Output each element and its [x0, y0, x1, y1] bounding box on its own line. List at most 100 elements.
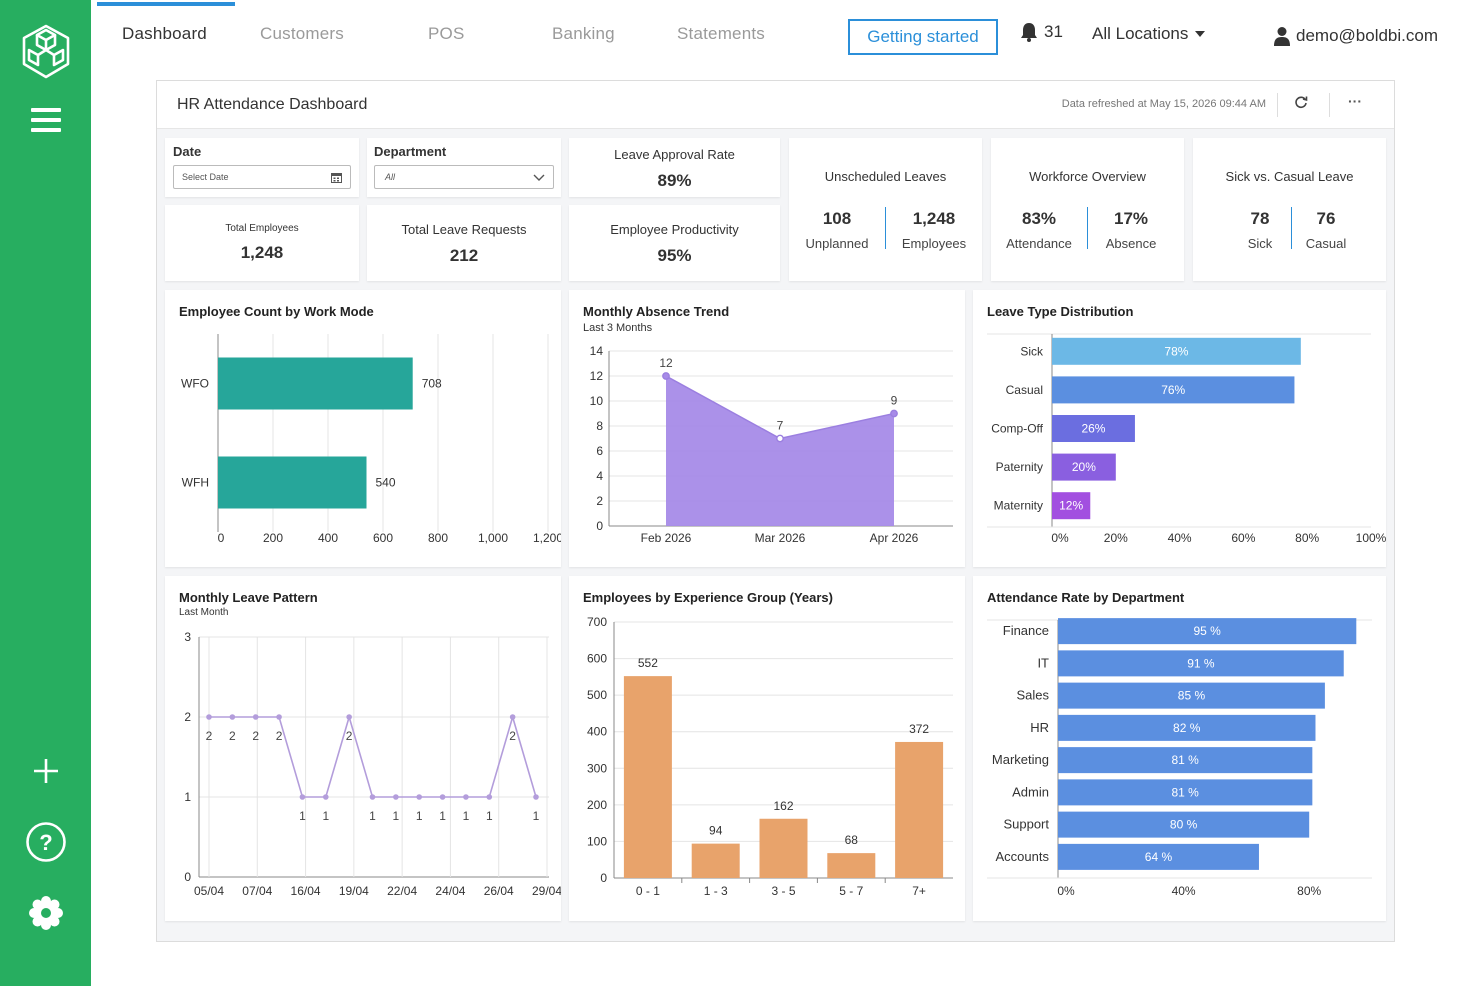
chart-experience-group: Employees by Experience Group (Years) 0 1… — [569, 576, 965, 921]
bar — [1052, 453, 1116, 481]
tab-statements[interactable]: Statements — [677, 24, 765, 43]
y-tick-label: 0 — [600, 871, 607, 885]
y-tick-label: 2 — [184, 710, 191, 724]
x-tick-label: 20% — [1104, 531, 1128, 545]
kpi-right-label: Casual — [1305, 236, 1347, 251]
bar — [1058, 811, 1310, 838]
bar — [895, 741, 944, 878]
department-select[interactable]: All — [374, 165, 554, 189]
category-label: Sick — [1020, 344, 1044, 358]
kpi-leave-approval: Leave Approval Rate 89% — [569, 138, 780, 197]
data-point — [533, 794, 539, 800]
kpi-total-leave-requests: Total Leave Requests 212 — [367, 205, 561, 281]
data-label: 1 — [463, 809, 470, 823]
y-tick-label: 8 — [596, 419, 603, 433]
work-mode-plot: 0 200 400 600 800 1,000 1,200 WFO 708 WFH 540 — [181, 334, 561, 545]
bar — [691, 843, 740, 878]
data-label: 2 — [229, 729, 236, 743]
data-point — [322, 794, 329, 800]
location-select[interactable]: All Locations — [1092, 24, 1206, 44]
y-tick-label: 4 — [596, 469, 603, 483]
x-tick-label: 26/04 — [484, 884, 514, 898]
category-label: Maternity — [994, 499, 1043, 513]
app-logo-icon[interactable] — [0, 22, 91, 82]
chart-leave-type: Leave Type Distribution 0% 20% 40% 60% 80% 10… — [973, 290, 1386, 567]
tab-banking[interactable]: Banking — [552, 24, 615, 43]
y-tick-label: 3 — [184, 630, 191, 644]
category-label: Admin — [1012, 784, 1049, 799]
department-select-value: All — [385, 172, 396, 182]
y-tick-label: 500 — [587, 688, 607, 702]
category-label: 7+ — [912, 884, 926, 898]
x-tick-label: 0% — [1051, 531, 1069, 545]
bar — [1052, 376, 1295, 404]
y-tick-label: 0 — [184, 870, 191, 884]
y-tick-label: 400 — [587, 725, 607, 739]
caret-down-icon — [1195, 31, 1206, 37]
category-label: Paternity — [996, 460, 1043, 474]
settings-gear-icon[interactable] — [0, 893, 91, 933]
bar — [827, 853, 876, 878]
notifications[interactable]: 31 — [1020, 22, 1063, 42]
y-tick-label: 1 — [184, 790, 191, 804]
help-icon[interactable]: ? — [0, 820, 91, 864]
data-point — [416, 794, 423, 800]
y-tick-label: 600 — [587, 652, 607, 666]
add-icon[interactable] — [0, 756, 91, 786]
date-input[interactable]: Select Date — [173, 165, 351, 189]
refresh-timestamp: Data refreshed at May 15, 2026 09:44 AM — [1061, 98, 1266, 110]
tab-customers[interactable]: Customers — [260, 24, 344, 43]
kpi-right-value: 76 — [1316, 209, 1336, 228]
category-label: Support — [1003, 817, 1049, 832]
x-tick-label: 1,000 — [478, 531, 508, 545]
refresh-icon[interactable] — [1294, 95, 1308, 112]
data-label: 162 — [773, 799, 793, 813]
kpi-left-label: Sick — [1247, 236, 1273, 251]
kpi-left-label: Attendance — [1006, 236, 1072, 251]
header-divider — [1329, 93, 1330, 117]
tab-pos[interactable]: POS — [428, 24, 465, 43]
data-label: 9 — [891, 394, 898, 408]
chart-subtitle: Last 3 Months — [583, 322, 653, 334]
kpi-right-label: Employees — [901, 236, 967, 251]
data-label: 81 % — [1171, 785, 1199, 799]
data-label: 552 — [638, 656, 658, 670]
data-label: 1 — [486, 809, 493, 823]
bar — [1058, 714, 1316, 741]
user-menu[interactable]: demo@boldbi.com — [1274, 26, 1438, 46]
kpi-divider — [1291, 207, 1292, 249]
x-tick-label: 200 — [263, 531, 283, 545]
data-label: 7 — [777, 419, 784, 433]
data-label: 1 — [299, 809, 306, 823]
chart-title: Monthly Leave Pattern — [179, 590, 318, 605]
x-tick-label: 80% — [1297, 884, 1321, 898]
dashboard-header: HR Attendance Dashboard Data refreshed a… — [157, 81, 1394, 129]
category-label: WFH — [182, 476, 209, 490]
menu-icon[interactable] — [0, 103, 91, 137]
data-point — [229, 714, 236, 720]
more-options-icon[interactable]: ··· — [1348, 93, 1362, 109]
leave-pattern-plot: 0 1 2 3 05/04 07/04 16/04 19/04 22/04 24/04 26/04 2… — [184, 630, 561, 898]
data-label: 68 — [845, 833, 859, 847]
chart-title: Attendance Rate by Department — [987, 590, 1185, 605]
bar — [1058, 618, 1357, 645]
data-label: 91 % — [1187, 656, 1215, 670]
kpi-title: Total Employees — [225, 223, 299, 234]
kpi-workforce-overview: Workforce Overview 83% Attendance 17% Ab… — [991, 138, 1184, 281]
getting-started-button[interactable]: Getting started — [848, 19, 998, 55]
data-point — [393, 794, 399, 800]
data-label: 1 — [533, 809, 540, 823]
tab-dashboard[interactable]: Dashboard — [122, 24, 207, 43]
kpi-sick-vs-casual: Sick vs. Casual Leave 78 Sick 76 Casual — [1193, 138, 1386, 281]
data-label: 85 % — [1178, 689, 1206, 703]
kpi-divider — [885, 207, 886, 249]
data-label: 1 — [393, 809, 400, 823]
data-label: 81 % — [1171, 753, 1199, 767]
data-label: 80 % — [1170, 818, 1198, 832]
x-tick-label: 22/04 — [387, 884, 417, 898]
data-point — [463, 794, 469, 800]
chart-work-mode: Employee Count by Work Mode 0 200 400 600 80… — [165, 290, 561, 567]
x-tick-label: 100% — [1356, 531, 1386, 545]
x-tick-label: Apr 2026 — [870, 531, 919, 545]
kpi-employee-productivity: Employee Productivity 95% — [569, 205, 780, 281]
